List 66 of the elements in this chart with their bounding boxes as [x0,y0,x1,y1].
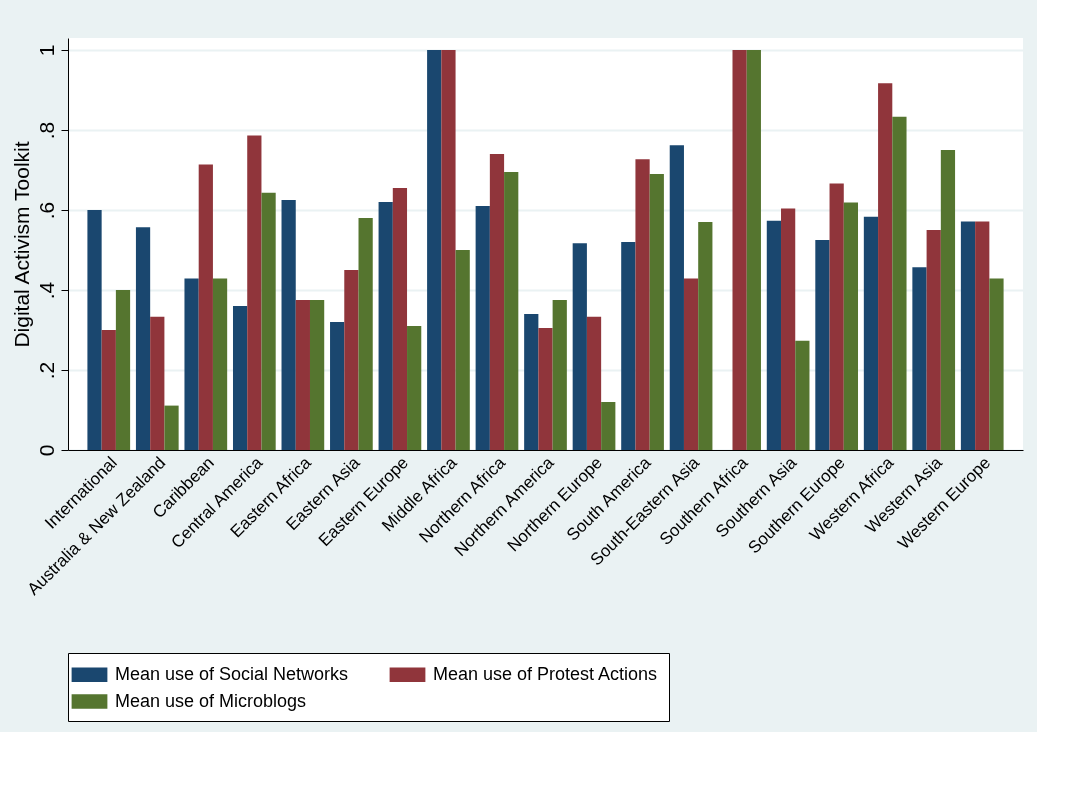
bar [489,154,505,450]
bar [184,278,199,450]
bar [683,278,699,450]
bar [912,267,927,450]
bar [281,200,296,450]
bar [475,206,490,450]
bar [232,306,248,450]
bar [795,340,810,450]
legend-label: Mean use of Protest Actions [433,663,658,684]
bar [975,221,990,450]
bar [989,278,1004,450]
bar [524,314,539,450]
bar [601,402,616,450]
bar [863,216,879,450]
bar [843,202,859,450]
bar [504,172,519,450]
bar [295,300,310,450]
bar [198,164,213,450]
bar [150,316,165,450]
y-tick-label: 1 [34,44,58,57]
bar [344,270,359,450]
bar [892,116,907,450]
bar [164,405,179,450]
y-tick-label: .6 [34,201,58,220]
y-tick-label: 0 [34,444,58,457]
bar [586,316,602,450]
bar [781,208,796,450]
bar [441,50,456,450]
bar [392,188,408,450]
bar [407,326,422,450]
bar [212,278,228,450]
bar [427,50,442,450]
y-tick-label: .4 [34,281,58,300]
bar [378,202,393,450]
bar [538,328,553,450]
bar [247,135,262,450]
bar [766,220,782,450]
bar [552,300,567,450]
bar [135,227,151,450]
bar [455,250,470,450]
legend-label: Mean use of Microblogs [115,690,307,711]
bar [261,192,276,450]
bar [926,230,941,450]
bar [309,300,325,450]
bar [746,50,761,450]
bar [115,290,131,450]
bar [572,243,587,450]
y-tick-label: .2 [34,361,58,380]
y-axis-title: Digital Activism Toolkit [9,141,33,348]
bar [732,50,747,450]
bar [101,330,116,450]
bar [649,174,664,450]
bar [815,240,830,450]
y-tick-label: .8 [34,121,58,140]
bar [669,145,684,450]
bar [940,150,956,450]
bar [829,183,844,450]
bar [330,322,345,450]
bar [635,159,650,450]
legend-label: Mean use of Social Networks [115,663,349,684]
bar [878,83,893,450]
bar [87,210,102,450]
bar [358,218,373,450]
bar [698,222,713,450]
bar [960,221,976,450]
bar [621,242,636,450]
